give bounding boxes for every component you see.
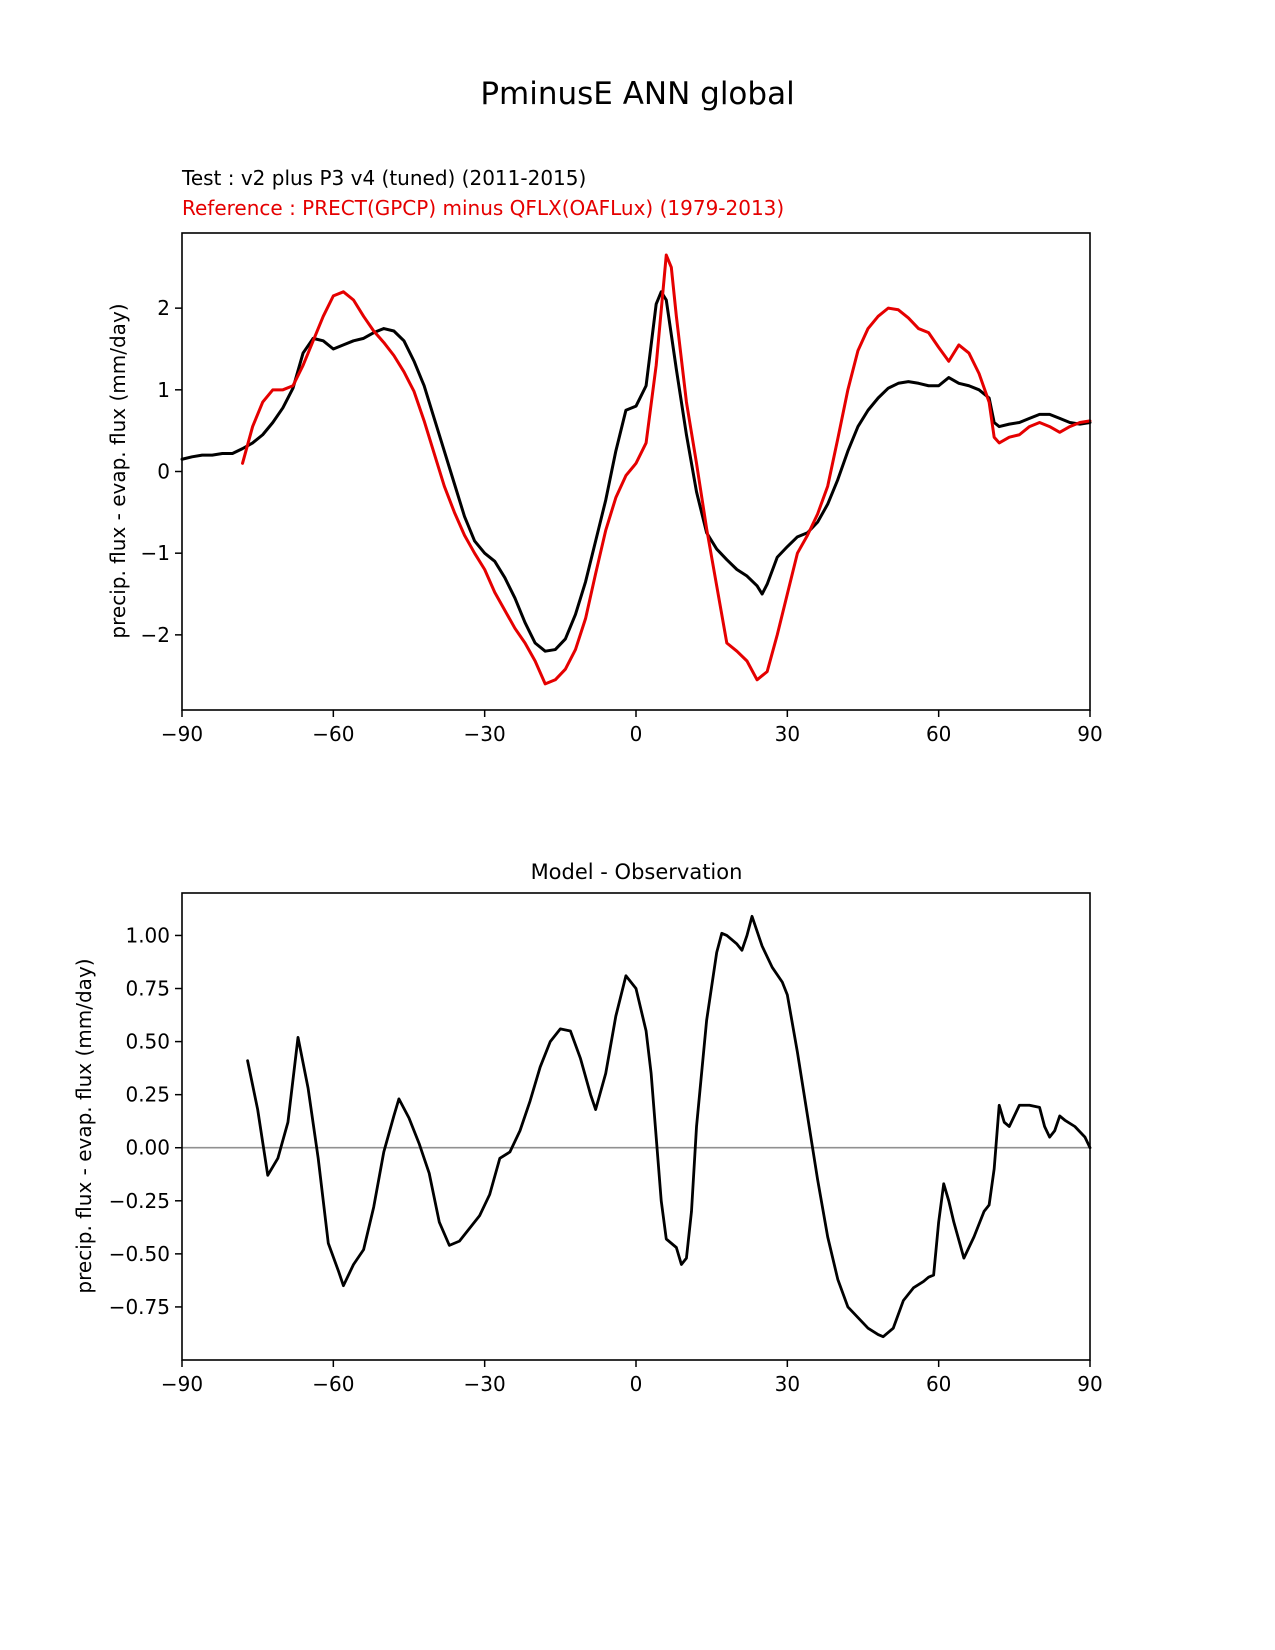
series-line-0-1 (241, 253, 1092, 686)
legend-test-label: Test : v2 plus P3 v4 (tuned) (2011-2015) (182, 166, 587, 190)
plot-border-1 (181, 892, 1091, 1361)
y-tick-label: −1 (141, 541, 170, 565)
x-tick-label: 90 (1077, 1372, 1102, 1396)
series-line-0-0 (180, 290, 1092, 653)
figure-title: PminusE ANN global (480, 76, 795, 112)
y-tick-label: 0.00 (125, 1136, 170, 1160)
legend: Test : v2 plus P3 v4 (tuned) (2011-2015)… (182, 163, 784, 223)
series-line-1-0 (246, 914, 1092, 1339)
y-tick-label: −0.75 (109, 1295, 170, 1319)
x-tick-label: −90 (161, 722, 203, 746)
y-tick-label: 2 (157, 296, 170, 320)
x-tick-label: 60 (926, 1372, 951, 1396)
y-tick-label: 1 (157, 378, 170, 402)
y-tick-label: 0.25 (125, 1083, 170, 1107)
x-tick-label: −60 (312, 1372, 354, 1396)
x-tick-label: 30 (775, 722, 800, 746)
y-tick-label: 0 (157, 460, 170, 484)
y-tick-label: −0.50 (109, 1242, 170, 1266)
x-tick-label: −30 (464, 722, 506, 746)
legend-reference-label: Reference : PRECT(GPCP) minus QFLX(OAFLu… (182, 196, 785, 220)
x-tick-label: 0 (630, 1372, 643, 1396)
y-tick-label: 1.00 (125, 923, 170, 947)
x-tick-label: 30 (775, 1372, 800, 1396)
y-tick-label: −2 (141, 623, 170, 647)
bottom-chart-title: Model - Observation (530, 860, 743, 884)
y-tick-label: −0.25 (109, 1189, 170, 1213)
x-tick-label: 0 (630, 722, 643, 746)
y-tick-label: 0.50 (125, 1030, 170, 1054)
x-tick-label: −30 (464, 1372, 506, 1396)
x-tick-label: 60 (926, 722, 951, 746)
x-tick-label: 90 (1077, 722, 1102, 746)
x-tick-label: −60 (312, 722, 354, 746)
plot-border-0 (181, 232, 1091, 711)
x-tick-label: −90 (161, 1372, 203, 1396)
y-tick-label: 0.75 (125, 977, 170, 1001)
